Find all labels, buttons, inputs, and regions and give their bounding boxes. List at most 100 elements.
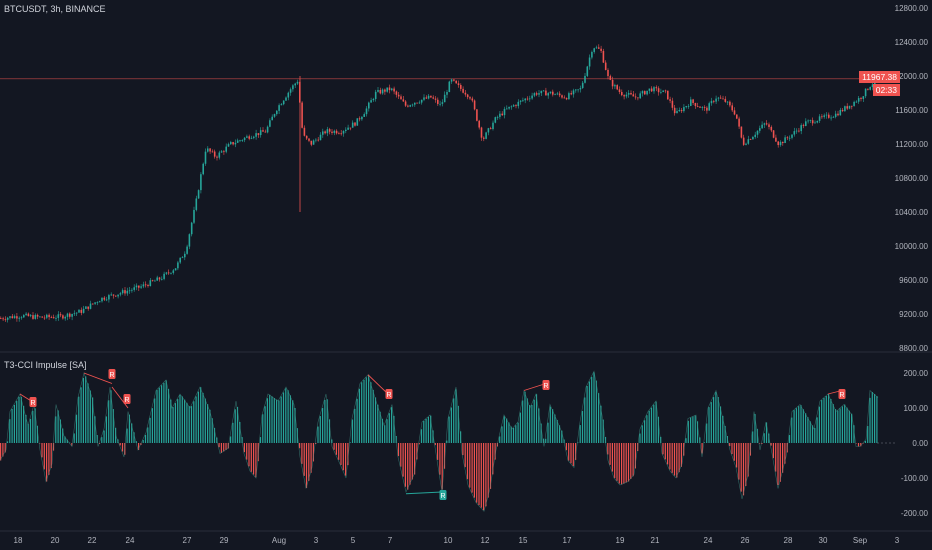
candle-body: [568, 93, 570, 100]
candle-body: [724, 98, 727, 102]
histogram-bar: [397, 443, 400, 457]
candle-body: [694, 102, 697, 107]
histogram-bar: [832, 404, 834, 443]
candle-body: [595, 47, 598, 49]
divergence-line: [367, 374, 389, 395]
candle-body: [460, 85, 462, 89]
candle-body: [381, 89, 384, 94]
histogram-bar: [368, 374, 370, 443]
time-tick-label: 20: [51, 536, 60, 545]
time-tick-label: 29: [220, 536, 229, 545]
histogram-bar: [839, 408, 841, 443]
histogram-bar: [269, 394, 271, 443]
candle-body: [572, 90, 575, 95]
histogram-bar: [595, 380, 597, 443]
histogram-bar: [82, 377, 84, 443]
candle-body: [448, 81, 451, 93]
histogram-bar: [119, 443, 121, 446]
histogram-bar: [333, 443, 335, 450]
candle-body: [466, 94, 469, 98]
candle-body: [871, 84, 874, 88]
candle-body: [703, 107, 706, 108]
indicator-tick-label: 200.00: [904, 369, 929, 378]
candle-body: [358, 118, 361, 120]
histogram-bar: [457, 405, 459, 443]
candle-body: [763, 123, 766, 125]
candle-body: [593, 48, 595, 52]
histogram-bar: [499, 436, 501, 443]
candle-body: [611, 79, 614, 87]
candle-body: [232, 142, 234, 145]
histogram-bar: [310, 443, 312, 473]
histogram-bar: [800, 405, 802, 443]
candle-body: [158, 277, 161, 280]
candle-body: [641, 91, 644, 94]
histogram-bar: [549, 406, 551, 443]
histogram-bar: [416, 443, 418, 460]
time-tick-label: 5: [351, 536, 356, 545]
candle-body: [289, 89, 292, 93]
histogram-bar: [814, 428, 816, 443]
candle-body: [455, 80, 457, 84]
candle-body: [250, 137, 253, 139]
histogram-bar: [816, 417, 818, 443]
candle-body: [609, 76, 612, 80]
histogram-bar: [765, 422, 768, 443]
candle-body: [368, 102, 370, 109]
price-tick-label: 10000.00: [895, 242, 929, 251]
histogram-bar: [149, 417, 151, 443]
candle-body: [864, 88, 867, 97]
histogram-bar: [423, 420, 425, 443]
candle-body: [342, 131, 345, 134]
candle-body: [356, 118, 359, 126]
candle-body: [494, 117, 497, 123]
candle-body: [731, 105, 733, 111]
histogram-bar: [425, 418, 427, 443]
candle-body: [733, 110, 736, 115]
candle-body: [549, 91, 552, 94]
histogram-bar: [386, 419, 388, 443]
histogram-bar: [391, 407, 393, 443]
candle-body: [579, 88, 582, 90]
candle-body: [653, 87, 655, 92]
candle-body: [220, 151, 223, 153]
candle-body: [607, 69, 609, 77]
histogram-bar: [174, 403, 176, 443]
candle-body: [317, 139, 319, 141]
histogram-bar: [172, 407, 174, 443]
candle-body: [48, 314, 50, 318]
candle-body: [147, 285, 149, 287]
histogram-bar: [202, 392, 204, 443]
histogram-bar: [271, 396, 273, 443]
candle-body: [519, 100, 522, 102]
candle-body: [816, 120, 819, 123]
histogram-bar: [434, 443, 436, 446]
histogram-bar: [747, 443, 749, 477]
candle-body: [616, 85, 618, 90]
candle-body: [211, 151, 214, 153]
histogram-bar: [2, 443, 4, 457]
histogram-bar: [825, 396, 827, 443]
histogram-bar: [372, 389, 374, 443]
histogram-bar: [20, 396, 22, 443]
time-tick-label: 21: [651, 536, 660, 545]
candle-body: [664, 90, 667, 92]
histogram-bar: [441, 443, 443, 490]
histogram-bar: [598, 393, 600, 443]
histogram-bar: [673, 443, 676, 476]
histogram-bar: [798, 406, 800, 443]
candle-body: [837, 113, 839, 116]
histogram-bar: [9, 419, 11, 443]
histogram-bar: [572, 443, 574, 466]
candle-body: [402, 99, 405, 102]
candle-body: [386, 87, 388, 92]
time-tick-label: 17: [563, 536, 572, 545]
price-tick-label: 12800.00: [895, 4, 929, 13]
candle-body: [487, 128, 490, 133]
signal-marker: [108, 369, 116, 379]
candle-body: [144, 284, 147, 286]
histogram-bar: [301, 443, 303, 464]
histogram-bar: [126, 428, 128, 443]
signal-marker: [385, 389, 393, 399]
